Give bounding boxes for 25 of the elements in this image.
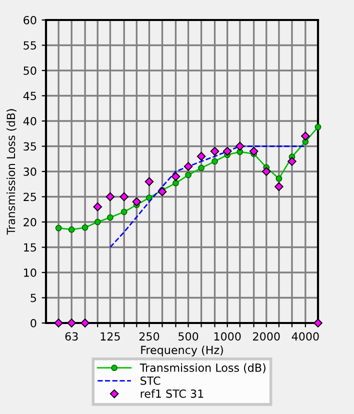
y-tick-label: 30 [24, 167, 36, 176]
x-tick-label: 63 [65, 332, 78, 341]
legend-label: STC [140, 376, 160, 385]
y-tick-label: 60 [24, 16, 36, 24]
x-tick-label: 4000 [292, 332, 319, 341]
y-tick-label: 50 [24, 66, 36, 75]
legend-label: ref1 STC 31 [140, 389, 204, 398]
x-tick-label: 2000 [253, 332, 280, 341]
x-tick-label: 250 [139, 332, 160, 341]
y-tick-label: 5 [30, 294, 36, 302]
x-tick-label: 500 [178, 332, 198, 341]
legend-label: Transmission Loss (dB) [140, 363, 266, 374]
y-tick-label: 20 [24, 218, 36, 226]
y-tick-label: 40 [23, 116, 36, 126]
x-tick-label: 1000 [214, 332, 241, 341]
y-tick-label: 0 [30, 318, 36, 328]
x-axis-title: Frequency (Hz) [141, 346, 223, 356]
y-tick-label: 35 [24, 142, 36, 151]
y-tick-label: 45 [23, 92, 36, 100]
y-tick-label: 15 [24, 243, 36, 252]
y-tick-label: 10 [24, 268, 36, 277]
y-axis-title: Transmission Loss (dB) [6, 109, 16, 235]
y-tick-label: 55 [24, 41, 36, 50]
y-tick-label: 25 [24, 192, 36, 202]
x-tick-label: 125 [100, 332, 120, 341]
